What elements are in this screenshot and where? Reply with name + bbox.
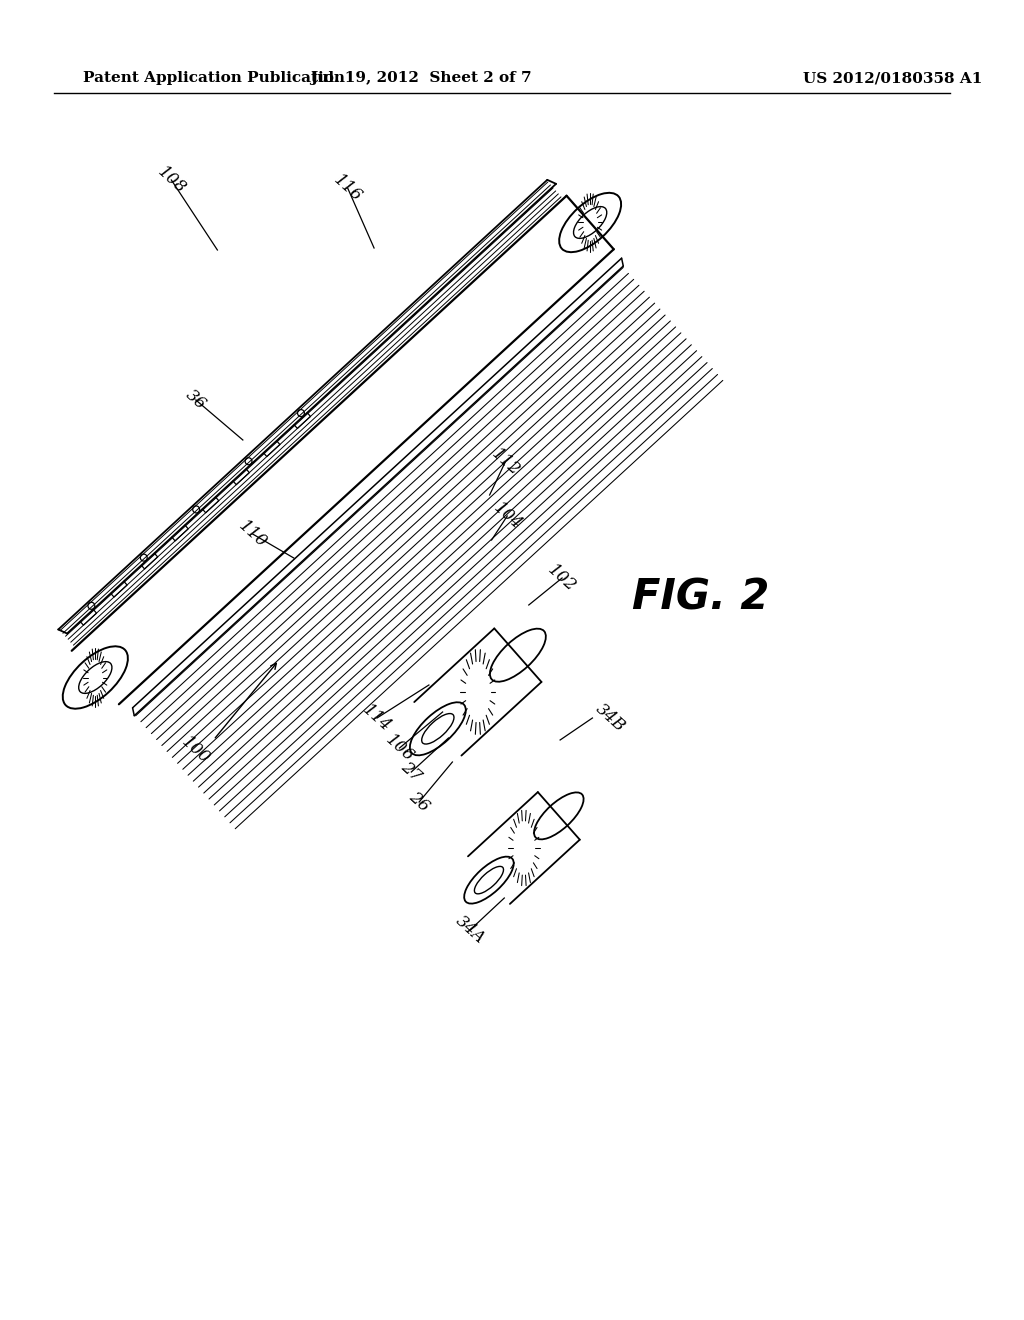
Text: 108: 108 — [154, 162, 188, 197]
Text: 106: 106 — [382, 731, 417, 766]
Text: 112: 112 — [487, 445, 523, 479]
Text: 102: 102 — [545, 561, 580, 595]
Text: 100: 100 — [178, 733, 213, 767]
Text: 34A: 34A — [452, 912, 488, 948]
Text: 34B: 34B — [593, 701, 629, 735]
Text: US 2012/0180358 A1: US 2012/0180358 A1 — [803, 71, 982, 84]
Text: 114: 114 — [359, 701, 394, 735]
Text: 116: 116 — [330, 172, 366, 205]
Text: 27: 27 — [397, 759, 425, 785]
Text: 104: 104 — [489, 499, 524, 533]
Text: Patent Application Publication: Patent Application Publication — [83, 71, 345, 84]
Text: 36: 36 — [182, 387, 210, 413]
Text: FIG. 2: FIG. 2 — [632, 577, 769, 619]
Text: 110: 110 — [236, 517, 270, 550]
Text: 26: 26 — [406, 788, 433, 816]
Text: Jul. 19, 2012  Sheet 2 of 7: Jul. 19, 2012 Sheet 2 of 7 — [310, 71, 531, 84]
